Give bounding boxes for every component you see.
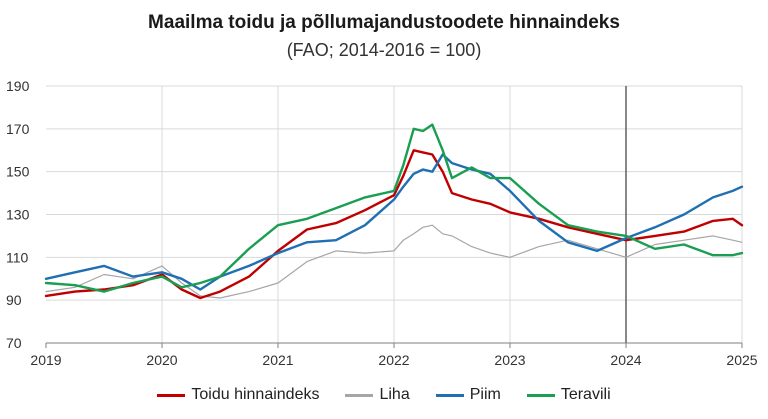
series-line-piim [44,153,744,291]
x-tick-label-2025: 2025 [726,352,757,368]
legend-swatch-liha [345,393,374,397]
legend: Toidu hinnaindeks Liha Piim Teravili [0,386,768,404]
y-tick-label-70: 70 [6,335,22,351]
legend-swatch-toidu-hinnaindeks [157,393,186,397]
legend-swatch-teravili [526,393,555,397]
series-line-liha [45,224,743,299]
x-tick-label-2022: 2022 [378,352,409,368]
y-tick-label-150: 150 [6,164,30,180]
x-tick-label-2023: 2023 [494,352,525,368]
legend-item-teravili: Teravili [526,386,611,404]
series-layer [44,123,744,300]
legend-label-toidu-hinnaindeks: Toidu hinnaindeks [191,386,320,403]
legend-swatch-piim [435,393,464,397]
chart-title: Maailma toidu ja põllumajandustoodete hi… [148,12,620,33]
x-tick-label-2019: 2019 [30,352,61,368]
legend-label-piim: Piim [469,386,501,403]
x-tick-label-2021: 2021 [262,352,293,368]
legend-item-piim: Piim [435,386,501,404]
legend-item-liha: Liha [345,386,410,404]
y-tick-label-130: 130 [6,207,30,223]
axis-layer: 70 90 110 130 150 170 190 2019 2020 2021 2022 2023 2… [6,78,758,368]
series-line-teravili [44,123,744,293]
legend-label-teravili: Teravili [560,386,611,403]
x-tick-label-2020: 2020 [146,352,177,368]
y-tick-label-170: 170 [6,121,30,137]
grid-layer [46,85,743,344]
y-tick-label-190: 190 [6,78,30,94]
legend-label-liha: Liha [379,386,410,403]
y-tick-label-110: 110 [6,249,29,265]
x-tick-label-2024: 2024 [610,352,641,368]
chart-subtitle: (FAO; 2014-2016 = 100) [286,40,482,60]
y-tick-label-90: 90 [6,292,22,308]
legend-item-toidu-hinnaindeks: Toidu hinnaindeks [157,386,319,404]
